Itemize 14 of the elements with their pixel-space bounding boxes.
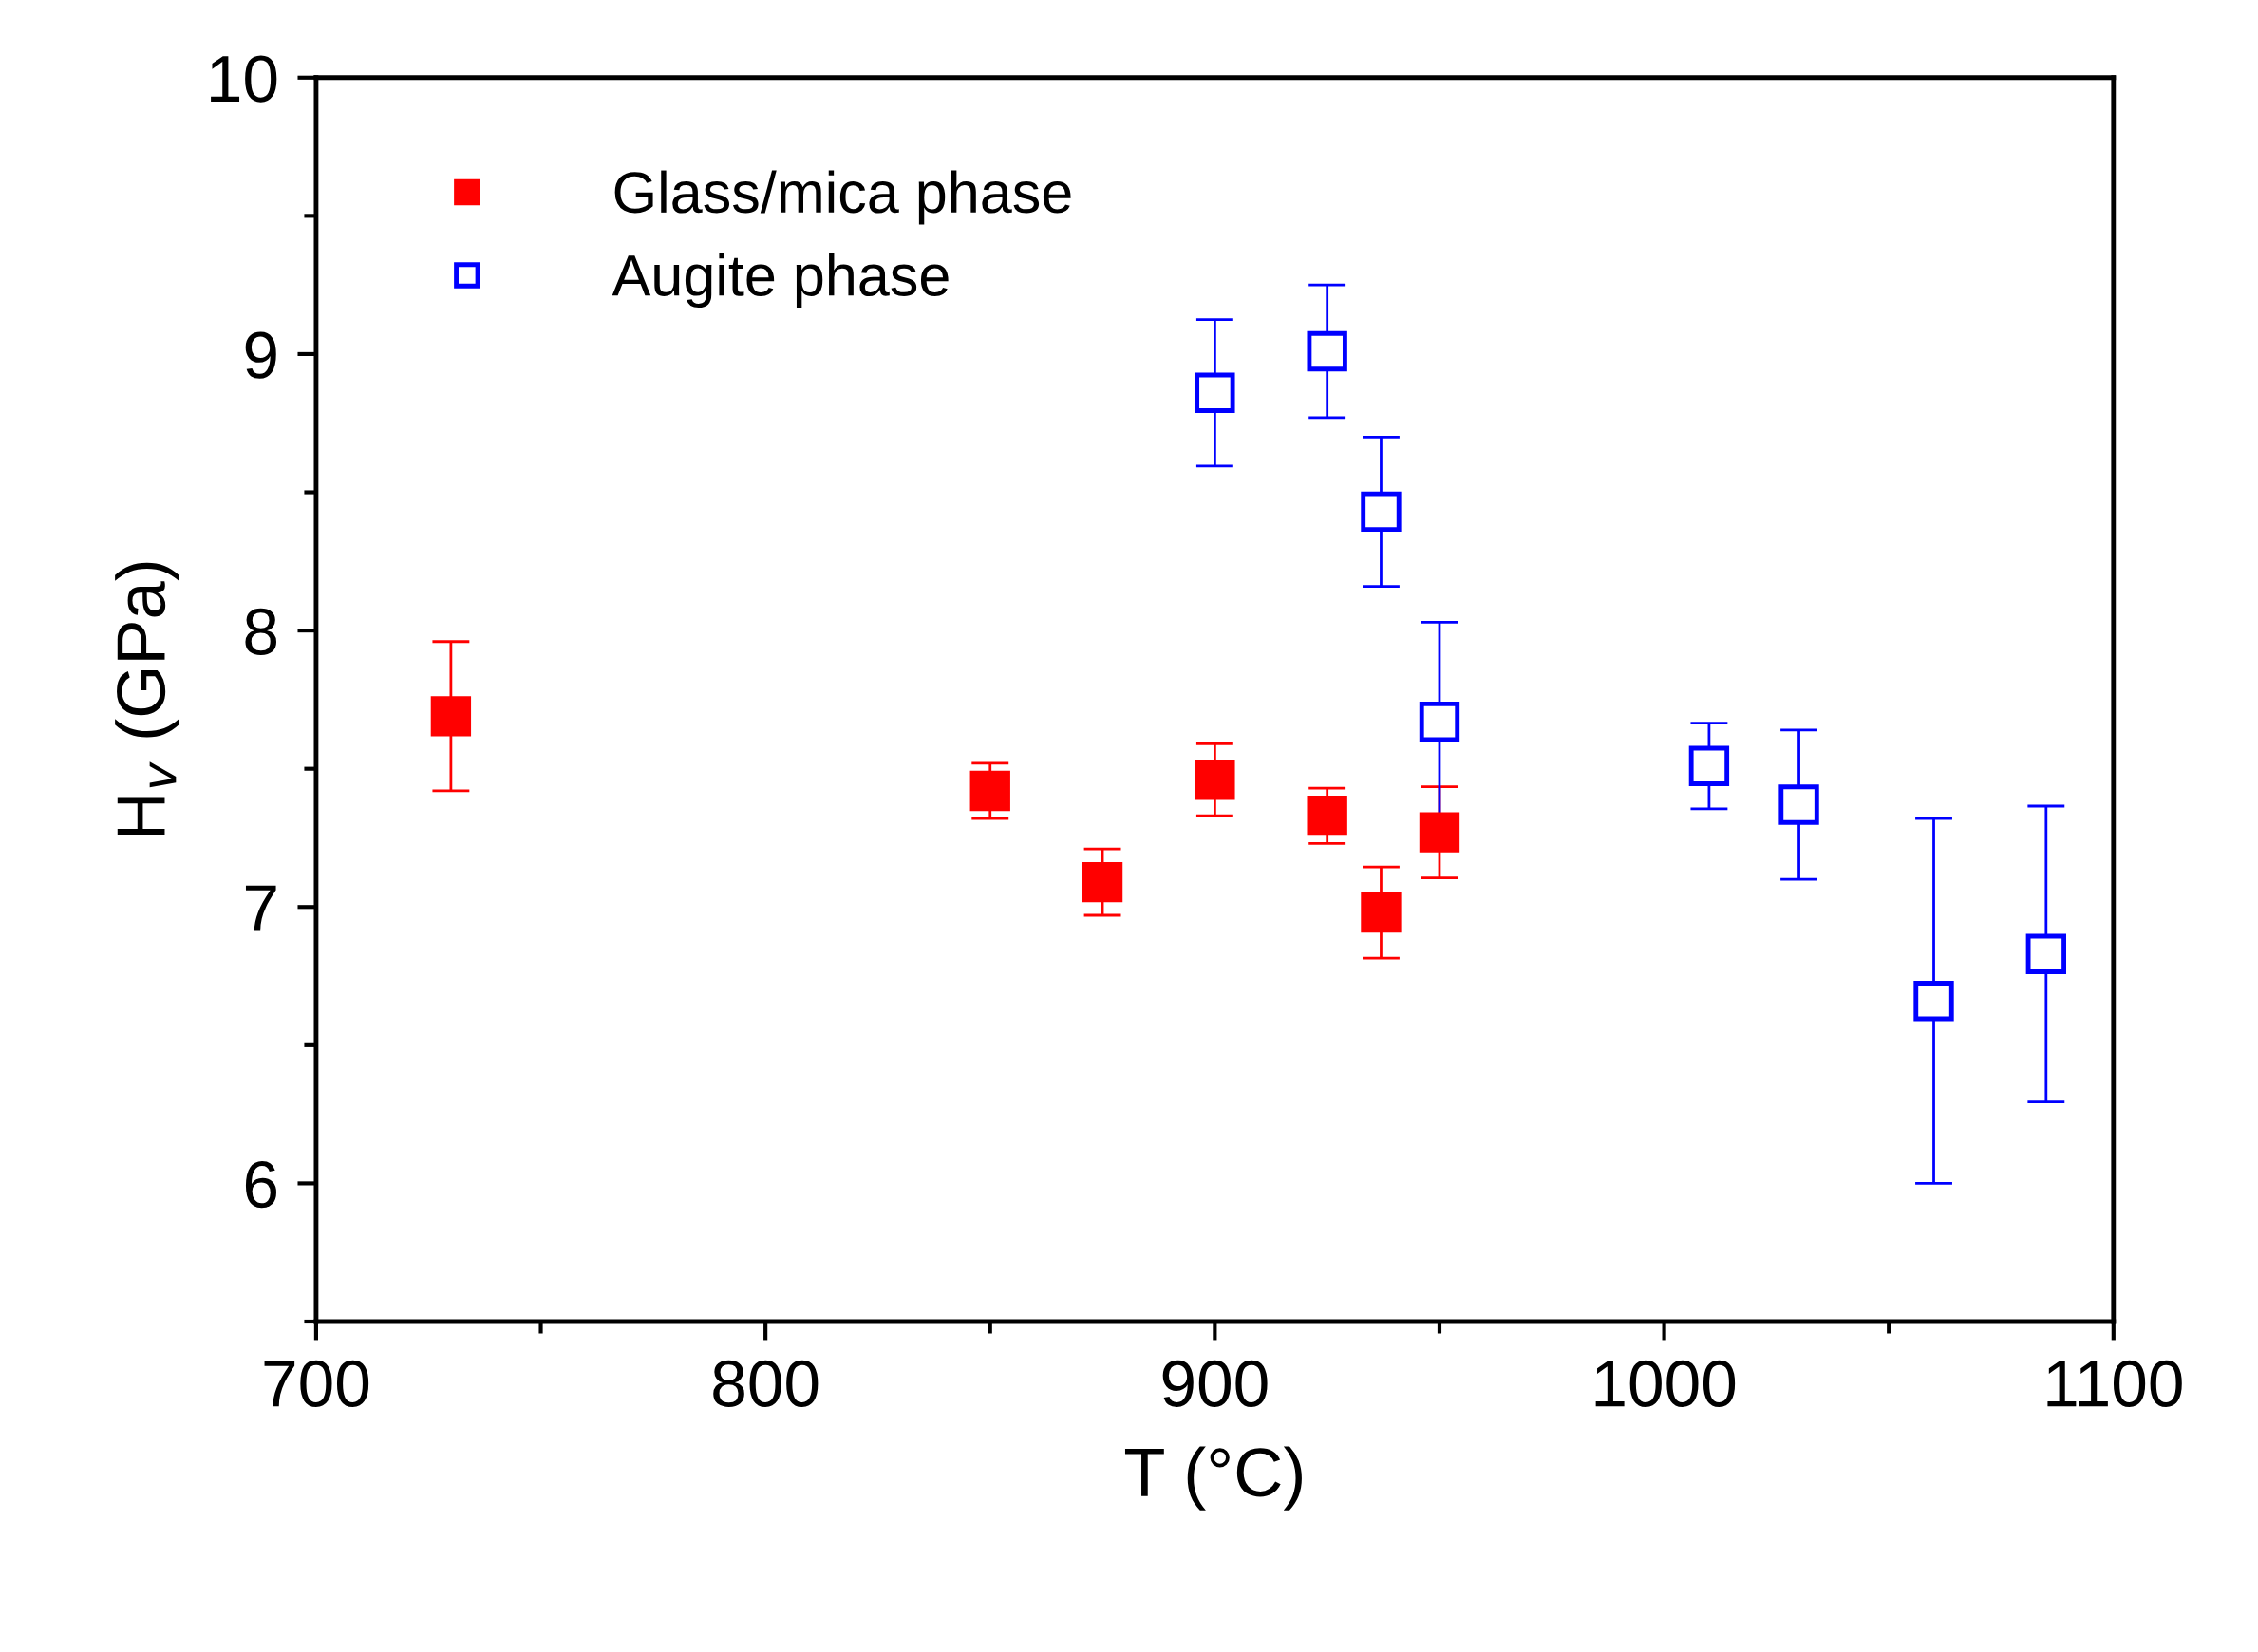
x-axis-title: T (°C)	[1124, 1446, 1302, 1511]
y-tick-label: 7	[245, 885, 276, 931]
legend-label: Augite phase	[612, 253, 949, 309]
y-tick-label: 9	[245, 331, 276, 379]
y-tick-label: 8	[245, 608, 277, 655]
x-tick-label: 1100	[2047, 1360, 2182, 1407]
y-axis-title: H$_{v}$ (GPa)	[115, 562, 179, 835]
x-tick-label: 900	[1162, 1360, 1268, 1407]
y-tick-label: 6	[245, 1161, 276, 1209]
x-tick-label: 700	[264, 1360, 369, 1407]
x-tick-label: 1000	[1595, 1360, 1736, 1407]
legend-label: Glass/mica phase	[614, 170, 1071, 225]
x-tick-label: 800	[713, 1360, 819, 1407]
y-tick-label: 10	[211, 55, 277, 103]
